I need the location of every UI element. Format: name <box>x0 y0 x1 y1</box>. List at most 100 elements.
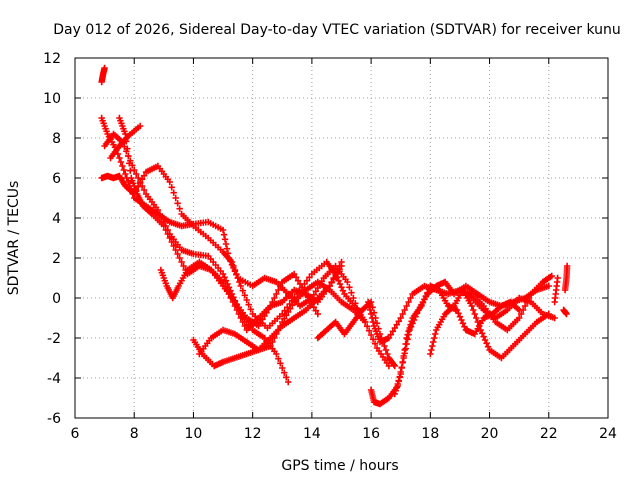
data-point <box>174 250 181 258</box>
data-point <box>403 334 410 342</box>
data-point <box>285 308 292 316</box>
data-point <box>285 378 292 386</box>
data-point <box>312 307 320 314</box>
data-point <box>364 298 372 306</box>
data-point <box>239 318 246 326</box>
series-sat-p <box>551 274 561 306</box>
data-point <box>427 350 434 358</box>
x-tick-label: 20 <box>481 426 499 442</box>
x-tick-label: 10 <box>185 426 203 442</box>
data-point <box>459 320 467 327</box>
y-axis-label: SDTVAR / TECUs <box>6 181 22 296</box>
data-point <box>365 302 373 310</box>
data-point <box>261 312 268 320</box>
data-point <box>389 328 397 335</box>
x-tick-label: 24 <box>599 426 617 442</box>
data-point <box>563 262 571 270</box>
data-point <box>283 374 290 381</box>
data-point <box>132 170 140 178</box>
data-point <box>399 310 406 318</box>
data-point <box>158 214 166 222</box>
data-point <box>277 322 284 330</box>
data-point <box>222 240 230 248</box>
data-point <box>429 342 436 350</box>
data-point <box>224 250 232 257</box>
y-tick-label: 6 <box>52 171 61 187</box>
data-point <box>418 302 425 310</box>
data-point <box>230 264 237 272</box>
data-point <box>168 184 175 191</box>
data-point <box>281 369 288 376</box>
data-point <box>156 210 164 218</box>
data-point <box>292 274 300 281</box>
y-tick-label: 8 <box>52 131 61 147</box>
data-point <box>484 343 492 350</box>
data-point <box>288 302 296 309</box>
data-point <box>247 306 254 313</box>
data-point <box>424 289 431 296</box>
data-point <box>221 236 229 243</box>
data-point <box>397 314 404 322</box>
data-point <box>168 238 175 246</box>
data-point <box>395 318 402 325</box>
data-point <box>363 323 371 330</box>
data-point <box>296 280 304 288</box>
data-point <box>117 158 125 166</box>
data-point <box>352 300 359 307</box>
data-point <box>263 309 270 316</box>
data-point <box>523 298 531 306</box>
data-point <box>348 289 355 296</box>
data-point <box>419 299 427 306</box>
data-point <box>279 364 286 372</box>
data-point <box>275 286 282 294</box>
data-point <box>392 387 399 394</box>
data-point <box>170 242 177 250</box>
plot-frame <box>74 57 609 419</box>
data-point <box>294 277 302 284</box>
data-point <box>314 284 322 292</box>
data-point <box>241 322 248 330</box>
data-point <box>391 390 398 398</box>
data-point <box>515 314 523 322</box>
data-point <box>366 306 374 314</box>
data-point <box>166 178 173 186</box>
x-tick-label: 18 <box>421 426 439 442</box>
data-point <box>551 314 558 322</box>
data-point <box>122 130 129 138</box>
data-point <box>368 314 376 322</box>
data-point <box>123 138 130 145</box>
data-point <box>406 324 413 332</box>
data-point <box>273 290 280 298</box>
data-point <box>128 186 135 194</box>
data-point <box>338 284 345 291</box>
data-point <box>369 336 377 343</box>
data-point <box>267 342 274 350</box>
data-point <box>237 314 245 322</box>
data-point <box>405 328 412 335</box>
data-point <box>399 358 406 366</box>
data-point <box>430 338 437 346</box>
data-point <box>367 310 375 318</box>
data-point <box>277 282 284 290</box>
data-point <box>468 302 475 310</box>
data-point <box>136 178 144 186</box>
y-tick-label: 4 <box>52 211 61 227</box>
data-point <box>279 310 286 318</box>
data-point <box>127 167 134 174</box>
data-point <box>120 166 128 174</box>
data-point <box>125 152 132 160</box>
data-point <box>481 336 489 344</box>
data-point <box>281 315 288 322</box>
data-point <box>344 278 351 286</box>
data-point <box>554 274 561 282</box>
data-point <box>269 338 276 346</box>
data-point <box>422 292 430 300</box>
data-point <box>277 360 284 367</box>
series-sat-k <box>364 282 558 346</box>
data-point <box>160 222 168 230</box>
data-point <box>180 262 187 270</box>
x-tick-label: 16 <box>362 426 380 442</box>
grid <box>75 58 608 418</box>
data-point <box>140 186 148 194</box>
data-point <box>385 362 393 370</box>
